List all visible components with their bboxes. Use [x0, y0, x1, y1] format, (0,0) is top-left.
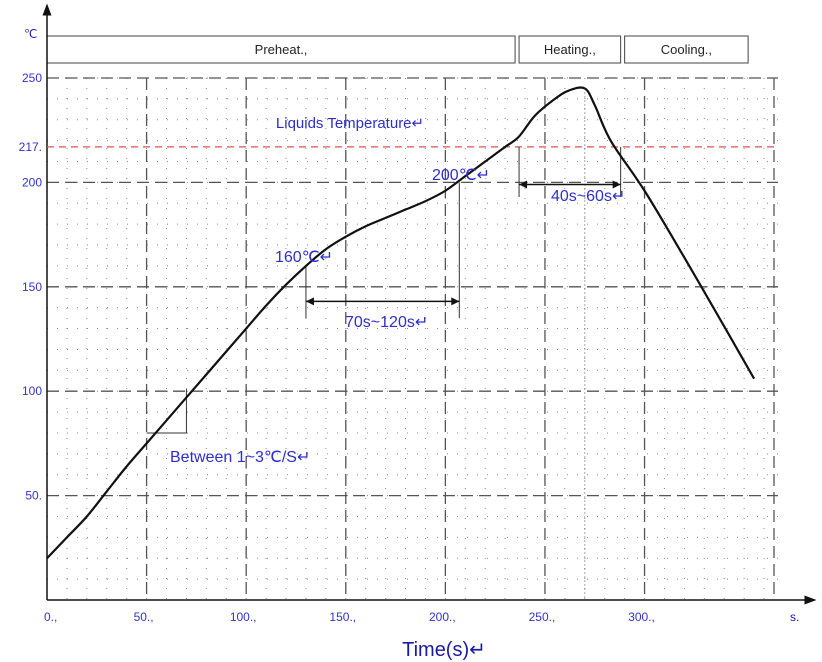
interval-arrow-left	[519, 180, 528, 189]
phase-bar: Preheat., Heating., Cooling.,	[46, 35, 749, 64]
liquidus-label: Liquids Temperature↵	[276, 115, 424, 132]
liquidus-reference: Liquids Temperature↵	[47, 115, 778, 148]
annotations: 160℃↵ 200℃↵ 70s~120s↵ 40s~60s↵ Between 1~3℃/…	[170, 167, 625, 466]
x-unit-label: s.	[790, 610, 799, 624]
x-tick-label: 50.,	[134, 610, 154, 624]
series	[46, 86, 756, 559]
axes: ℃ s. 250 217. 200 150 100 50. 0., 50., 100., 150., 2…	[19, 3, 817, 661]
phase-label: Preheat.,	[255, 42, 308, 57]
x-tick-label: 300.,	[628, 610, 655, 624]
x-tick-label: 200.,	[429, 610, 456, 624]
interval-arrow-right	[612, 180, 621, 189]
grid	[46, 77, 778, 601]
phase-label: Heating.,	[544, 42, 596, 57]
y-tick-label: 200	[22, 175, 42, 189]
phase-box	[624, 35, 749, 64]
reflow-profile-line	[46, 86, 756, 559]
interval-markers	[146, 88, 622, 600]
label-ramp-rate: Between 1~3℃/S↵	[170, 449, 310, 466]
phase-label: Cooling.,	[661, 42, 712, 57]
label-160c: 160℃↵	[275, 249, 333, 266]
phase-box	[518, 35, 622, 64]
y-tick-label: 150	[22, 280, 42, 294]
interval-arrow-left	[305, 297, 314, 306]
x-tick-label: 150.,	[329, 610, 356, 624]
label-200c: 200℃↵	[432, 167, 490, 184]
interval-arrow-right	[451, 297, 460, 306]
y-tick-label: 50.	[25, 489, 42, 503]
y-unit-label: ℃	[24, 27, 37, 41]
x-tick-label: 100.,	[230, 610, 257, 624]
y-tick-label: 250	[22, 71, 42, 85]
y-tick-label: 100	[22, 384, 42, 398]
x-axis-title: Time(s)↵	[402, 639, 486, 661]
slope-triangle	[146, 389, 187, 434]
x-tick-label: 0.,	[44, 610, 57, 624]
label-40s-60s: 40s~60s↵	[551, 188, 625, 205]
x-tick-label: 250.,	[529, 610, 556, 624]
label-70s-120s: 70s~120s↵	[345, 314, 428, 331]
y-tick-label: 217.	[19, 140, 42, 154]
